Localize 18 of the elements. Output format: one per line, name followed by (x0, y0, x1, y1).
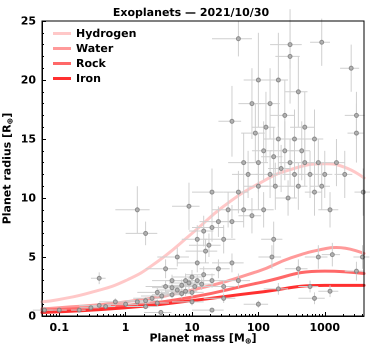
legend-label: Water (76, 42, 114, 55)
y-tick-label: 15 (20, 132, 36, 146)
x-tick-label: 0.1 (49, 321, 69, 334)
x-tick-label: 1000 (309, 321, 340, 334)
legend-label: Hydrogen (76, 27, 136, 40)
x-tick-label: 100 (246, 321, 270, 334)
x-tick-label: 1 (122, 321, 130, 334)
legend-label: Iron (76, 72, 101, 85)
y-axis-title: Planet radius [R⊕] (0, 112, 14, 224)
y-tick-label: 5 (28, 250, 36, 264)
chart-title: Exoplanets — 2021/10/30 (112, 6, 270, 19)
legend-label: Rock (76, 57, 107, 70)
y-tick-label: 10 (20, 192, 36, 204)
y-tick-label: 0 (28, 310, 36, 322)
x-tick-label: 10 (184, 321, 200, 334)
x-axis-title: Planet mass [M⊕] (149, 332, 257, 346)
y-tick-label: 20 (20, 74, 36, 86)
y-tick-label: 25 (20, 14, 36, 28)
